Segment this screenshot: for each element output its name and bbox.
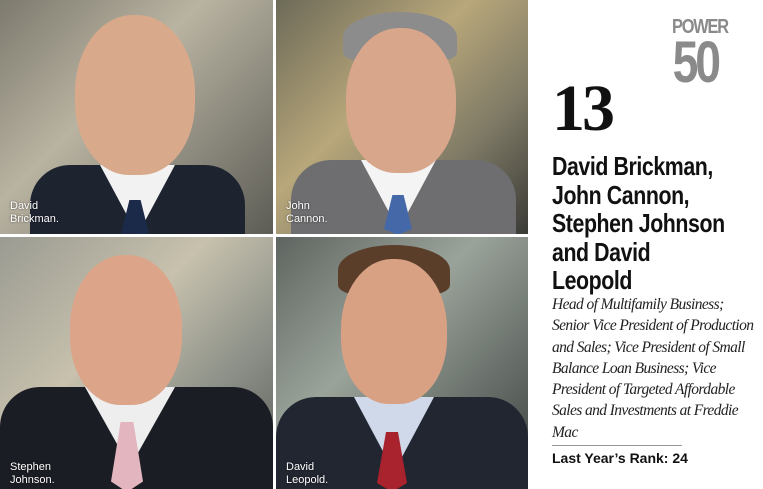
power-50-logo: POWER 50 xyxy=(672,16,730,95)
caption: Stephen Johnson. xyxy=(10,461,55,486)
name-line: Stephen Johnson xyxy=(552,208,725,238)
honoree-names: David Brickman, John Cannon, Stephen Joh… xyxy=(552,152,757,295)
photo-david-brickman: David Brickman. xyxy=(0,0,273,234)
photo-john-cannon: John Cannon. xyxy=(276,0,528,234)
caption: John Cannon. xyxy=(286,200,328,225)
caption: David Leopold. xyxy=(286,461,329,486)
photo-david-leopold: David Leopold. xyxy=(276,237,528,489)
name-line: John Cannon, xyxy=(552,179,690,210)
name-line: and David xyxy=(552,236,651,267)
photo-stephen-johnson: Stephen Johnson. xyxy=(0,237,273,489)
last-year-rank: Last Year’s Rank: 24 xyxy=(552,450,688,466)
job-titles: Head of Multifamily Business; Senior Vic… xyxy=(552,296,754,441)
divider xyxy=(552,445,682,446)
rank-number: 13 xyxy=(552,72,615,145)
caption: David Brickman. xyxy=(10,200,59,225)
name-line: Leopold xyxy=(552,265,633,295)
logo-number: 50 xyxy=(672,30,721,95)
name-line: David Brickman, xyxy=(552,151,713,181)
logo-word: POWER xyxy=(672,16,729,38)
